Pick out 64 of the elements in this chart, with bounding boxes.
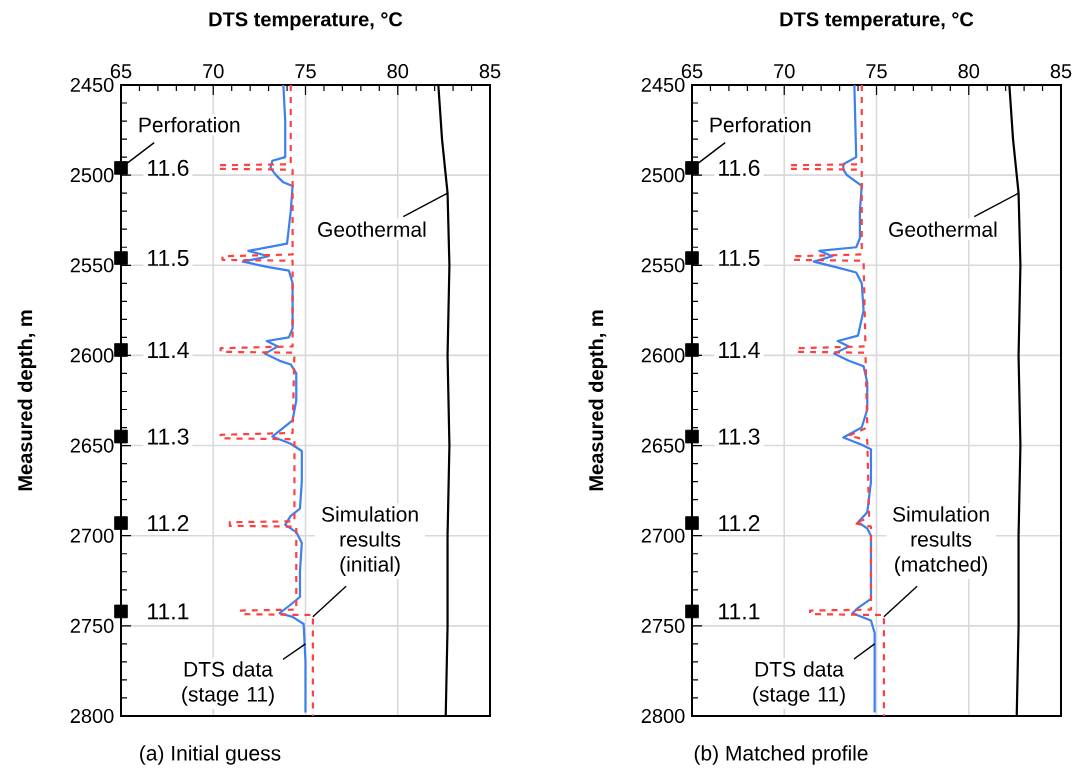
x-tick-label: 70: [203, 64, 224, 79]
annotation: 11.3: [719, 428, 760, 445]
y-tick-label: 2800: [641, 708, 685, 724]
y-tick-label: 2500: [70, 168, 114, 183]
y-tick-label: 2600: [641, 348, 685, 363]
annotation: DTS data (stage 11): [182, 661, 274, 706]
point: [114, 516, 128, 530]
point: [685, 161, 699, 175]
annotation: Perforation: [139, 116, 240, 133]
annotation: 11.5: [148, 250, 189, 267]
point: [685, 429, 699, 444]
point: [685, 343, 699, 357]
annotation: 11.4: [148, 342, 189, 358]
x-axis-title: DTS temperature, °C: [209, 12, 403, 31]
x-tick-label: 75: [866, 64, 887, 79]
y-tick-label: 2700: [70, 528, 114, 543]
y-tick-label: 2750: [70, 618, 114, 633]
y-tick-label: 2700: [641, 528, 685, 543]
y-tick-label: 2650: [641, 438, 685, 453]
y-tick-label: 2650: [70, 438, 114, 453]
annotation: 11.2: [719, 515, 760, 532]
annotation: 11.4: [719, 342, 760, 358]
annotation: 11.1: [719, 603, 760, 620]
annotation: Simulation results (initial): [321, 506, 418, 576]
x-tick-label: 80: [387, 64, 409, 79]
annotation: 11.5: [719, 250, 760, 267]
y-tick-label: 2600: [70, 348, 114, 363]
y-tick-label: 2750: [641, 618, 685, 633]
text: (a) Initial guess: [140, 745, 281, 765]
y-axis-title: Measured depth, m: [588, 310, 608, 491]
y-axis-title: Measured depth, m: [17, 310, 37, 491]
annotation: Geothermal: [889, 221, 997, 237]
x-tick-label: 70: [774, 64, 795, 79]
y-tick-label: 2500: [641, 168, 685, 183]
point: [114, 343, 128, 357]
x-tick-label: 75: [295, 64, 316, 79]
y-tick-label: 2800: [70, 708, 114, 724]
y-tick-label: 2550: [641, 258, 685, 273]
annotation: 11.1: [148, 603, 189, 620]
annotation: 11.6: [148, 159, 189, 177]
annotation: Simulation results (matched): [892, 506, 989, 576]
y-tick-label: 2450: [70, 77, 114, 93]
point: [114, 161, 128, 175]
text: (b) Matched profile: [694, 745, 868, 765]
annotation: DTS data (stage 11): [753, 661, 845, 706]
x-tick-label: 65: [681, 64, 703, 79]
annotation: 11.6: [719, 159, 760, 177]
x-tick-label: 65: [110, 64, 132, 79]
annotation: Perforation: [710, 116, 811, 133]
x-tick-label: 85: [479, 64, 501, 79]
y-tick-label: 2450: [641, 77, 685, 93]
point: [114, 429, 128, 444]
point: [685, 604, 699, 619]
annotation: 11.2: [148, 515, 189, 532]
point: [114, 604, 128, 619]
y-tick-label: 2550: [70, 258, 114, 273]
x-axis-title: DTS temperature, °C: [780, 12, 974, 31]
annotation: 11.3: [148, 428, 189, 445]
x-tick-label: 80: [958, 64, 980, 79]
point: [114, 251, 128, 265]
annotation: Geothermal: [318, 221, 426, 237]
x-tick-label: 85: [1050, 64, 1072, 79]
point: [685, 251, 699, 265]
point: [685, 516, 699, 530]
